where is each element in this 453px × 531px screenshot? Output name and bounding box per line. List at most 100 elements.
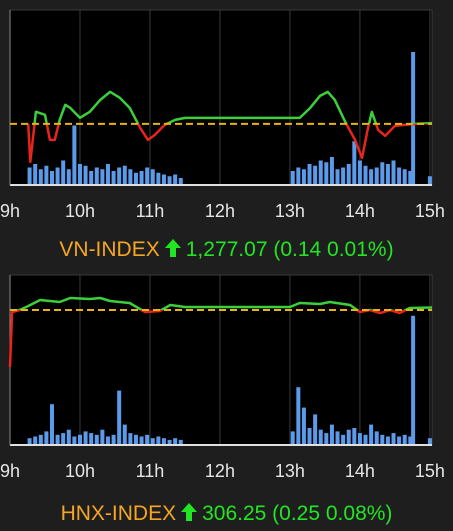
- volume-bar: [335, 169, 340, 185]
- volume-bar: [391, 433, 396, 445]
- volume-bar: [173, 438, 178, 445]
- volume-bar: [369, 169, 374, 185]
- volume-bar: [94, 167, 99, 185]
- volume-bar: [402, 169, 407, 185]
- volume-bar: [346, 164, 351, 185]
- volume-bar: [33, 164, 38, 185]
- volume-bar: [335, 431, 340, 445]
- volume-bar: [296, 387, 301, 445]
- x-tick-label: 12h: [205, 461, 235, 481]
- volume-bar: [318, 429, 323, 445]
- index-change: (0.14 0.01%): [273, 238, 394, 261]
- price-line: [8, 310, 409, 368]
- volume-bar: [357, 433, 362, 445]
- x-tick-label: 15h: [415, 201, 445, 221]
- volume-bar: [167, 176, 172, 185]
- x-tick-label: 15h: [415, 461, 445, 481]
- x-tick-label: 14h: [345, 201, 375, 221]
- volume-bar: [290, 431, 295, 445]
- volume-bar: [27, 167, 32, 185]
- volume-bar: [167, 439, 172, 445]
- volume-bar: [352, 428, 357, 445]
- volume-bar: [173, 174, 178, 185]
- volume-bar: [122, 424, 127, 445]
- volume-bar: [117, 167, 122, 185]
- volume-bar: [324, 162, 329, 185]
- volume-bar: [49, 404, 54, 445]
- x-tick-label: 10h: [65, 201, 95, 221]
- volume-bar: [341, 167, 346, 185]
- price-line: [14, 296, 433, 310]
- volume-bar: [296, 167, 301, 185]
- x-tick-label: 9h: [0, 201, 20, 221]
- volume-bar: [363, 434, 368, 445]
- volume-bar: [105, 436, 110, 445]
- volume-bar: [117, 390, 122, 445]
- volume-bar: [313, 414, 318, 445]
- volume-bar: [133, 434, 138, 445]
- index-change: (0.25 0.08%): [272, 502, 393, 525]
- volume-bar: [94, 434, 99, 445]
- volume-bar: [44, 431, 49, 445]
- x-tick-label: 13h: [275, 201, 305, 221]
- volume-bar: [128, 169, 133, 185]
- volume-bar: [178, 178, 183, 185]
- index-name: HNX-INDEX: [60, 502, 177, 525]
- volume-bar: [161, 438, 166, 445]
- volume-bar: [341, 434, 346, 445]
- volume-bar: [318, 160, 323, 185]
- volume-bar: [346, 429, 351, 445]
- volume-bar: [66, 169, 71, 185]
- volume-bar: [83, 165, 88, 185]
- volume-bar: [150, 169, 155, 185]
- volume-bar: [313, 165, 318, 185]
- volume-bar: [397, 167, 402, 185]
- volume-bar: [324, 433, 329, 445]
- volume-bar: [397, 436, 402, 445]
- price-line: [28, 90, 433, 124]
- volume-bar: [128, 433, 133, 445]
- index-name: VN-INDEX: [59, 238, 160, 261]
- volume-bar: [408, 436, 413, 445]
- x-tick-label: 10h: [65, 461, 95, 481]
- volume-bar: [100, 429, 105, 445]
- volume-bar: [385, 436, 390, 445]
- volume-bar: [49, 171, 54, 185]
- volume-bar: [33, 436, 38, 445]
- volume-bar: [385, 164, 390, 185]
- volume-bar: [402, 434, 407, 445]
- caption: VN-INDEX 1,277.07 (0.14 0.01%): [0, 238, 453, 262]
- volume-bar: [150, 438, 155, 445]
- volume-bar: [408, 171, 413, 185]
- volume-bar: [111, 171, 116, 185]
- volume-bar: [357, 160, 362, 185]
- volume-bar: [301, 407, 306, 445]
- volume-bar: [139, 171, 144, 185]
- volume-bar: [374, 167, 379, 185]
- volume-bar: [411, 52, 416, 185]
- volume-bar: [72, 436, 77, 445]
- volume-bar: [369, 424, 374, 445]
- volume-bar: [89, 171, 94, 185]
- volume-bar: [105, 164, 110, 185]
- x-tick-label: 9h: [0, 461, 20, 481]
- volume-bar: [55, 167, 60, 185]
- volume-bar: [178, 439, 183, 445]
- volume-bar: [133, 172, 138, 185]
- volume-bar: [380, 162, 385, 185]
- volume-bar: [27, 438, 32, 445]
- volume-bar: [61, 433, 66, 445]
- x-tick-label: 14h: [345, 461, 375, 481]
- up-arrow: [181, 503, 198, 521]
- x-tick-label: 11h: [136, 461, 165, 481]
- volume-bar: [145, 167, 150, 185]
- volume-bar: [427, 438, 432, 445]
- volume-bar: [427, 176, 432, 185]
- volume-bar: [72, 125, 77, 185]
- volume-bar: [411, 315, 416, 445]
- volume-bar: [307, 164, 312, 185]
- volume-bar: [83, 431, 88, 445]
- volume-bar: [100, 169, 105, 185]
- x-tick-label: 11h: [136, 201, 165, 221]
